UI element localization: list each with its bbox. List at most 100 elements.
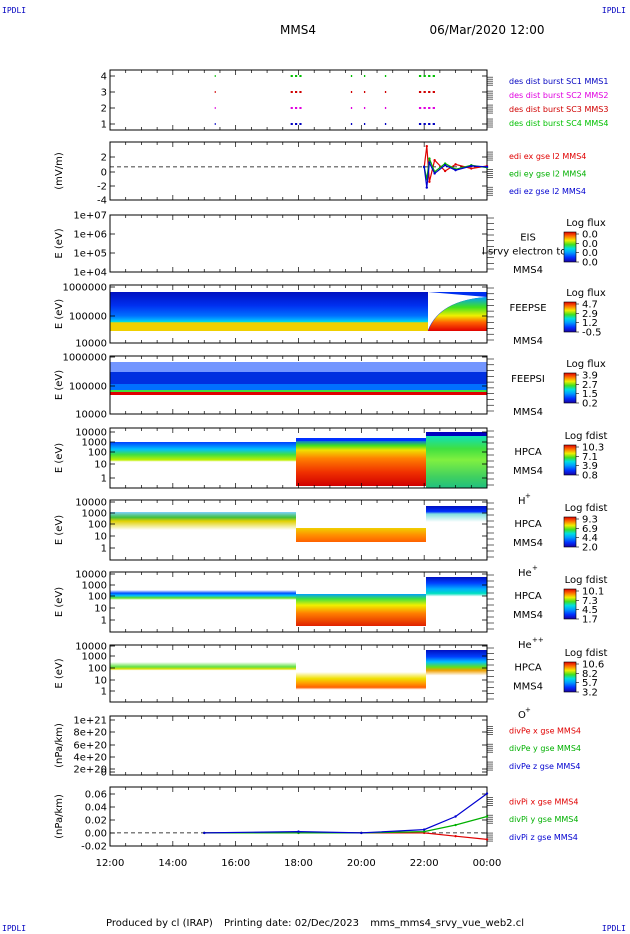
data-point — [443, 162, 447, 165]
y-tick-label: 0.02 — [85, 816, 107, 827]
colorbar-tick-label: 3.9 — [582, 371, 598, 382]
burst-interval-mark — [428, 123, 431, 125]
y-tick-label: 1000 — [82, 581, 107, 592]
y-axis-label: E (eV) — [54, 299, 65, 329]
y-tick-label: 10000 — [75, 339, 107, 350]
burst-interval-mark — [295, 91, 298, 93]
colorbar-tick-label: 0.2 — [582, 399, 598, 410]
burst-interval-mark — [432, 75, 435, 77]
data-point — [433, 159, 436, 162]
colorbar-tick-label: 4.5 — [582, 605, 598, 616]
burst-interval-mark — [363, 75, 366, 77]
colorbar-tick-label: 0.0 — [582, 239, 598, 250]
series-line-1 — [423, 158, 488, 180]
y-axis-label: (mV/m) — [54, 152, 65, 190]
y-tick-label: 1e+04 — [73, 268, 107, 279]
legend-entry: divPi y gse MMS4 — [509, 815, 578, 824]
panel-eis: 1e+07 1e+06 1e+05 1e+04 E (eV) EIS MMS4 l srvy … — [54, 211, 606, 279]
corner-label-bottom-left: IPDLI — [2, 924, 27, 933]
ion-charge: + — [525, 706, 531, 714]
data-point — [485, 792, 489, 795]
burst-interval-mark — [418, 107, 422, 109]
species-label: MMS4 — [513, 336, 543, 347]
y-tick-label: 0 — [101, 168, 107, 179]
colorbar-tick-label: 6.9 — [582, 524, 598, 535]
colorbar-title: Log flux — [566, 288, 606, 299]
legend-entry: des dist burst SC4 MMS4 — [509, 119, 608, 128]
ion-charge: + — [532, 564, 538, 572]
data-point — [485, 838, 489, 841]
colorbar-tick-label: 7.1 — [582, 452, 598, 463]
y-tick-label: 8e+20 — [73, 728, 107, 739]
y-tick-label: 2e+20 — [73, 765, 107, 776]
data-point — [443, 164, 447, 167]
colorbar-title: Log fdist — [565, 431, 608, 442]
panel-frame — [109, 69, 488, 131]
species-label: MMS4 — [513, 407, 543, 418]
time-tick-label: 18:00 — [284, 858, 313, 869]
corner-label-top-right: IPDLI — [601, 6, 626, 15]
colorbar-tick-label: 7.3 — [582, 596, 598, 607]
legend-entry: edi ex gse l2 MMS4 — [509, 152, 586, 161]
burst-interval-mark — [299, 123, 302, 125]
panel-feepse: 1000000 100000 10000 E (eV) FEEPSE MMS4 Log fl… — [54, 283, 606, 350]
colorbar-tick-label: 9.3 — [582, 515, 598, 526]
data-point — [422, 828, 426, 831]
ion-label: H — [518, 496, 526, 507]
y-axis-label: E (eV) — [54, 370, 65, 400]
time-tick-label: 00:00 — [473, 858, 502, 869]
burst-interval-mark — [290, 75, 293, 77]
burst-interval-mark — [290, 123, 293, 125]
instrument-label: EIS — [520, 233, 536, 244]
data-point — [470, 167, 473, 170]
panel-frame — [109, 214, 488, 273]
y-tick-label: 1000000 — [62, 353, 107, 364]
y-tick-label: -0.02 — [81, 842, 107, 853]
footer-producer: Produced by cl (IRAP) — [106, 918, 213, 929]
y-tick-label: -4 — [97, 196, 107, 207]
burst-interval-mark — [418, 75, 422, 77]
colorbar-title: Log fdist — [565, 575, 608, 586]
instrument-label: FEEPSI — [511, 374, 545, 385]
legend-entry: des dist burst SC2 MMS2 — [509, 91, 608, 100]
species-label: MMS4 — [513, 682, 543, 693]
y-tick-label: 2 — [101, 104, 107, 115]
burst-interval-mark — [432, 91, 435, 93]
series-line-2 — [204, 793, 488, 834]
y-axis-label: E (eV) — [54, 587, 65, 617]
colorbar-tick-label: 4.7 — [582, 300, 598, 311]
colorbar — [563, 301, 577, 333]
burst-interval-mark — [214, 91, 216, 93]
burst-interval-mark — [423, 107, 426, 109]
burst-interval-mark — [350, 107, 353, 109]
y-tick-label: 1 — [101, 616, 107, 627]
y-tick-label: 0 — [101, 768, 107, 779]
y-tick-label: 10000 — [75, 498, 107, 509]
y-axis-label: E (eV) — [54, 443, 65, 473]
burst-interval-mark — [350, 123, 353, 125]
time-tick-label: 16:00 — [221, 858, 250, 869]
burst-interval-mark — [214, 123, 216, 125]
data-point — [433, 172, 436, 175]
time-tick-label: 20:00 — [347, 858, 376, 869]
data-point — [454, 834, 457, 838]
overlay-text: l srvy electron to — [482, 247, 566, 258]
colorbar-tick-label: 0.0 — [582, 230, 598, 241]
colorbar — [563, 516, 577, 548]
spectrogram-fills — [110, 292, 487, 694]
y-tick-label: 10 — [94, 676, 107, 687]
corner-label-top-left: IPDLI — [2, 6, 27, 15]
colorbar-tick-label: 0.0 — [582, 258, 598, 269]
y-tick-label: 100 — [88, 664, 107, 675]
data-point — [203, 831, 206, 835]
instrument-label: FEEPSE — [509, 303, 546, 314]
y-tick-label: 100 — [88, 592, 107, 603]
y-tick-label: 0.06 — [85, 790, 107, 801]
ion-label: He — [518, 640, 532, 651]
series-line-1 — [204, 815, 488, 834]
data-point — [425, 144, 428, 148]
colorbar-tick-label: 0.8 — [582, 471, 598, 482]
y-tick-label: 100000 — [69, 382, 107, 393]
legend-entry: divPe x gse MMS4 — [509, 726, 581, 735]
